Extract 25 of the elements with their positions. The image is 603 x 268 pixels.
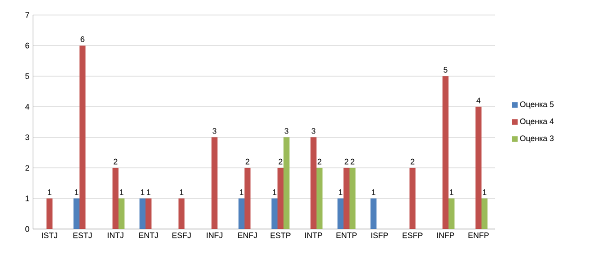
bar [370, 198, 377, 229]
bar [118, 198, 124, 229]
bar [238, 198, 244, 229]
bar [482, 198, 488, 229]
bar [212, 137, 218, 229]
bar [338, 198, 344, 229]
bar [476, 106, 482, 229]
bar [272, 198, 278, 229]
bar [448, 198, 455, 229]
bar [146, 198, 152, 229]
bar [112, 168, 118, 229]
bar [278, 168, 284, 229]
bar [442, 76, 449, 229]
bar [46, 198, 52, 229]
bar [316, 168, 323, 229]
bar [80, 46, 86, 229]
bar [344, 168, 350, 229]
bar [74, 198, 80, 229]
bar [178, 198, 184, 229]
bar [350, 168, 356, 229]
bar [410, 168, 416, 229]
bar [244, 168, 251, 229]
bar [284, 137, 290, 229]
bar [310, 137, 317, 229]
bar [140, 198, 146, 229]
